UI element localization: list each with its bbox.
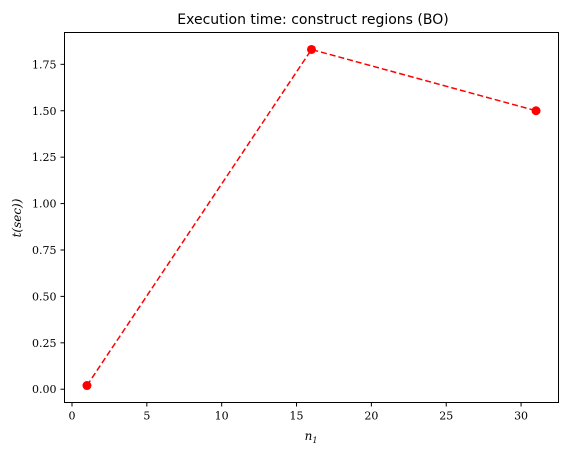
x-axis-label-main: n bbox=[305, 429, 313, 443]
y-tick-label: 0.00 bbox=[32, 383, 57, 396]
x-tick-label: 15 bbox=[290, 410, 304, 423]
y-axis: 0.00 0.25 0.50 0.75 1.00 1.25 1.50 1.75 bbox=[32, 58, 65, 396]
y-tick-label: 1.00 bbox=[32, 198, 57, 211]
x-axis-label-subscript: 1 bbox=[312, 436, 317, 445]
y-tick-label: 1.50 bbox=[32, 105, 57, 118]
x-tick-label: 30 bbox=[514, 410, 528, 423]
y-tick-label: 0.50 bbox=[32, 290, 57, 303]
y-axis-label: t(sec)) bbox=[10, 198, 24, 237]
x-tick-label: 25 bbox=[439, 410, 453, 423]
x-tick-label: 20 bbox=[364, 410, 378, 423]
data-point bbox=[531, 106, 541, 116]
y-tick-label: 0.75 bbox=[32, 244, 57, 257]
plot-area bbox=[64, 32, 559, 403]
x-tick-label: 0 bbox=[68, 410, 75, 423]
y-tick-label: 1.75 bbox=[32, 58, 57, 71]
y-tick-label: 0.25 bbox=[32, 337, 57, 350]
y-tick-label: 1.25 bbox=[32, 151, 57, 164]
x-tick-label: 10 bbox=[215, 410, 229, 423]
chart-title: Execution time: construct regions (BO) bbox=[177, 12, 448, 28]
x-tick-label: 5 bbox=[143, 410, 150, 423]
x-axis-label: n1 bbox=[305, 429, 318, 445]
series-line bbox=[86, 48, 537, 386]
series-marks bbox=[82, 44, 541, 391]
axes-frame bbox=[64, 32, 559, 403]
data-point bbox=[307, 44, 316, 54]
x-axis: 0 5 10 15 20 25 30 bbox=[68, 402, 528, 423]
data-point bbox=[82, 381, 92, 391]
